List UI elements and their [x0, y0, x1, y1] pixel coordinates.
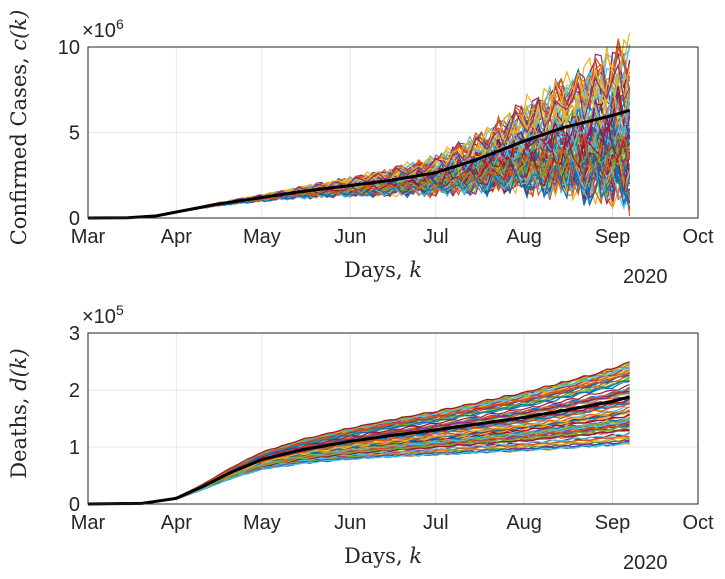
- y-tick-label: 5: [69, 123, 80, 145]
- deaths-exponent-label: ×105: [82, 302, 124, 328]
- confirmed-cases-x-tick-labels: Mar Apr May Jun Jul Aug Sep Oct: [71, 226, 714, 248]
- y-tick-label: 1: [69, 437, 80, 459]
- x-tick-label: Oct: [682, 512, 714, 534]
- deaths-y-axis-label: Deaths, d(k): [7, 348, 31, 478]
- y-tick-label: 10: [58, 37, 80, 59]
- x-tick-label: Mar: [71, 512, 106, 534]
- x-tick-label: Jul: [423, 226, 449, 248]
- y-tick-label: 0: [69, 208, 80, 230]
- x-tick-label: Jun: [334, 226, 366, 248]
- x-tick-label: Apr: [161, 512, 192, 534]
- deaths-x-tick-labels: Mar Apr May Jun Jul Aug Sep Oct: [71, 512, 714, 534]
- y-tick-label: 0: [69, 494, 80, 516]
- x-tick-label: May: [243, 512, 281, 534]
- x-tick-label: Jul: [423, 512, 449, 534]
- deaths-plot-area: [87, 332, 699, 505]
- confirmed-cases-x-axis-label: Days, k: [344, 258, 422, 282]
- deaths-grid: [87, 332, 699, 505]
- x-tick-label: Oct: [682, 226, 714, 248]
- confirmed-cases-exponent-label: ×106: [82, 16, 124, 42]
- deaths-y-tick-labels: 0 1 2 3: [69, 323, 80, 516]
- ensemble-series-line: [87, 422, 630, 505]
- confirmed-cases-year-label: 2020: [623, 266, 668, 288]
- x-tick-label: Aug: [506, 512, 542, 534]
- confirmed-cases-ensemble-lines: [88, 32, 631, 219]
- x-tick-label: Sep: [595, 512, 631, 534]
- confirmed-cases-mean-line: [87, 108, 631, 220]
- confirmed-cases-y-tick-labels: 0 5 10: [58, 37, 80, 230]
- confirmed-cases-y-axis-label: Confirmed Cases, c(k): [7, 10, 31, 246]
- x-tick-label: Aug: [506, 226, 542, 248]
- deaths-mean-line: [87, 395, 630, 506]
- x-tick-label: Jun: [334, 512, 366, 534]
- y-tick-label: 3: [69, 323, 80, 345]
- deaths-ensemble-lines: [87, 361, 631, 505]
- deaths-x-axis-label: Days, k: [344, 544, 422, 568]
- x-tick-label: Sep: [595, 226, 631, 248]
- x-tick-label: Mar: [71, 226, 106, 248]
- x-tick-label: May: [243, 226, 281, 248]
- y-tick-label: 2: [69, 380, 80, 402]
- confirmed-cases-plot-area: [87, 46, 699, 219]
- deaths-year-label: 2020: [623, 552, 668, 574]
- x-tick-label: Apr: [161, 226, 192, 248]
